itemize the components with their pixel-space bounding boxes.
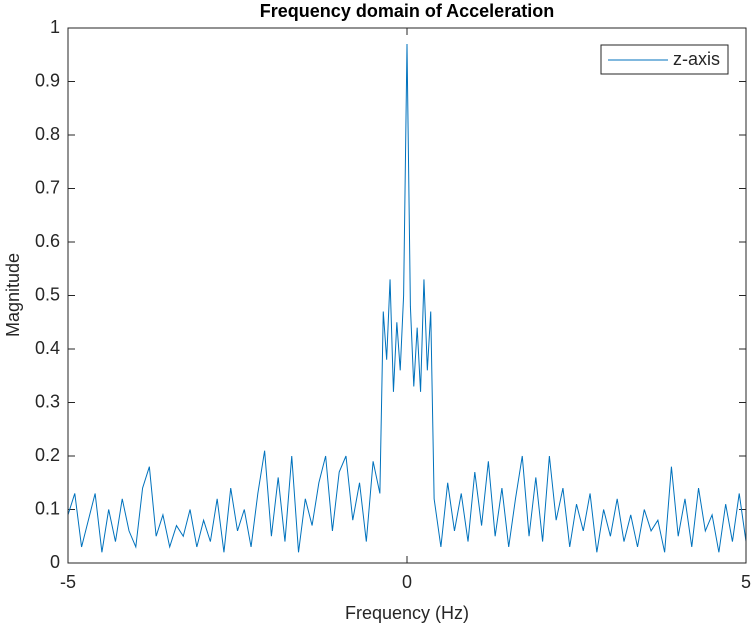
x-tick-label: -5	[60, 572, 76, 592]
y-tick-label: 0.3	[35, 391, 60, 411]
plot-area	[68, 28, 746, 563]
y-tick-label: 0	[50, 552, 60, 572]
y-tick-label: 0.5	[35, 284, 60, 304]
axes-box	[67, 27, 747, 564]
x-tick-label: 5	[741, 572, 751, 592]
y-tick-label: 0.4	[35, 338, 60, 358]
data-line	[67, 44, 747, 553]
y-tick-label: 0.2	[35, 445, 60, 465]
y-tick-label: 1	[50, 17, 60, 37]
legend-label: z-axis	[673, 49, 720, 69]
y-tick-label: 0.1	[35, 498, 60, 518]
y-tick-label: 0.7	[35, 177, 60, 197]
y-tick-label: 0.9	[35, 70, 60, 90]
y-tick-label: 0.8	[35, 124, 60, 144]
x-axis-label: Frequency (Hz)	[345, 603, 469, 623]
y-axis-label: Magnitude	[3, 253, 23, 337]
y-tick-label: 0.6	[35, 231, 60, 251]
x-tick-label: 0	[402, 572, 412, 592]
chart-title: Frequency domain of Acceleration	[260, 1, 554, 21]
